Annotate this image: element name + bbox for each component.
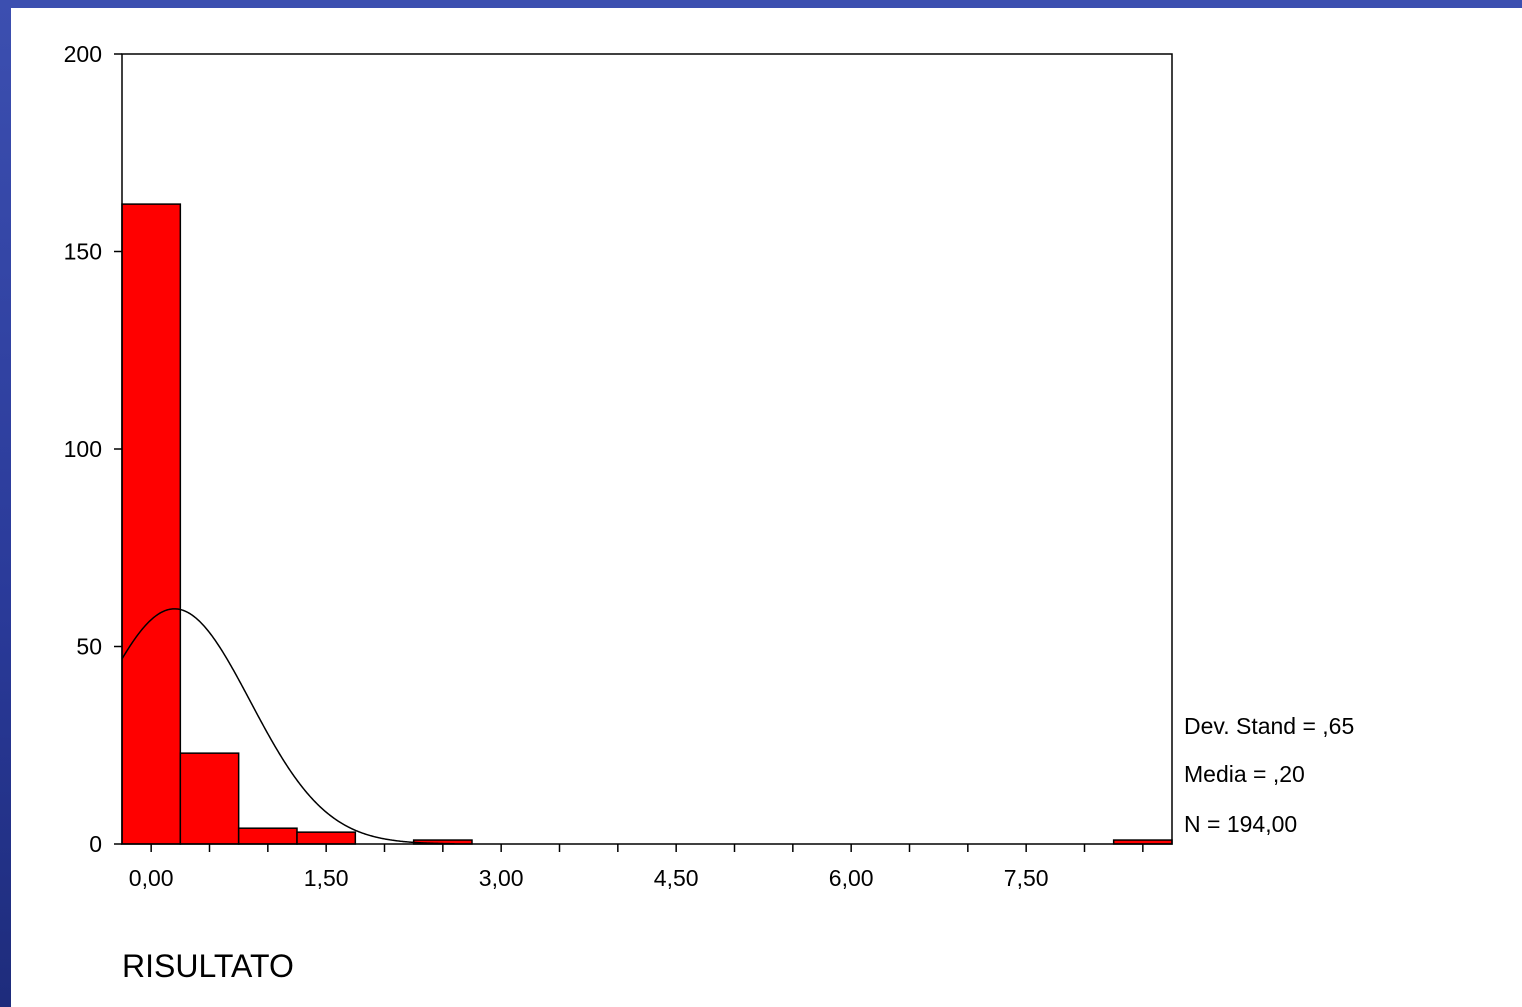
y-axis: 0 50 100 150 200 <box>64 41 122 857</box>
normal-curve <box>121 608 455 845</box>
plot-area-frame <box>121 53 1173 845</box>
histogram-bar-2 <box>237 827 298 845</box>
x-tick-label: 6,00 <box>829 865 874 891</box>
n-label: N = 194,00 <box>1184 811 1297 837</box>
x-tick-label: 1,50 <box>304 865 349 891</box>
y-tick-label: 100 <box>64 436 102 462</box>
x-axis-title: RISULTATO <box>122 948 294 984</box>
x-tick-label: 3,00 <box>479 865 524 891</box>
mean-label: Media = ,20 <box>1184 761 1305 787</box>
y-tick-label: 0 <box>89 831 102 857</box>
histogram-bar-0 <box>121 203 182 845</box>
std-dev-label: Dev. Stand = ,65 <box>1184 713 1354 739</box>
x-tick-label: 0,00 <box>129 865 174 891</box>
histogram-bar-3 <box>296 831 357 845</box>
y-tick-label: 150 <box>64 239 102 265</box>
x-tick-label: 4,50 <box>654 865 699 891</box>
y-tick-label: 50 <box>76 634 102 660</box>
histogram-bar-1 <box>179 752 240 845</box>
bars-group <box>121 203 1173 845</box>
x-axis: 0,00 1,50 3,00 4,50 6,00 7,50 <box>129 844 1144 891</box>
y-tick-label: 200 <box>64 41 102 67</box>
x-tick-label: 7,50 <box>1004 865 1049 891</box>
